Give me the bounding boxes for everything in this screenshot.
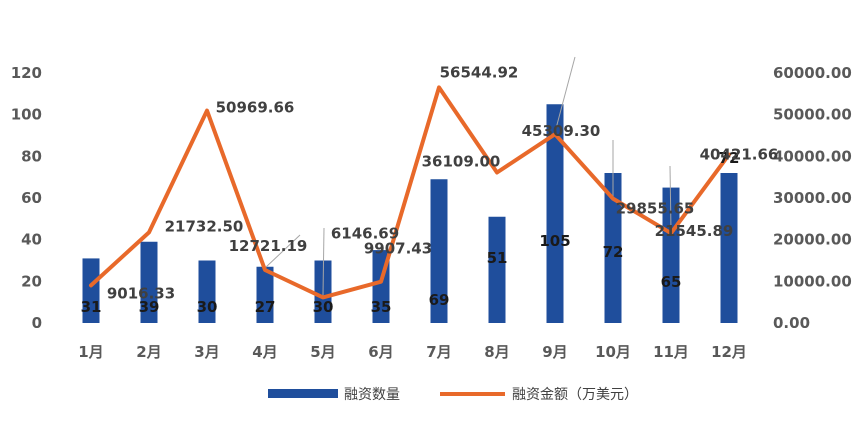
right-tick-label: 40000.00 xyxy=(773,147,852,165)
line-value-label: 6146.69 xyxy=(331,224,399,242)
line-point xyxy=(379,280,383,284)
bar xyxy=(140,241,158,323)
leader-lines xyxy=(264,56,672,296)
left-tick-label: 20 xyxy=(21,272,42,290)
bar-value-label: 72 xyxy=(603,243,624,261)
right-tick-label: 60000.00 xyxy=(773,64,852,82)
bar-series xyxy=(82,104,738,323)
bar-value-label: 69 xyxy=(429,291,450,309)
right-tick-label: 0.00 xyxy=(773,314,810,332)
right-tick-label: 50000.00 xyxy=(773,106,852,124)
line-point xyxy=(727,153,731,157)
line-point xyxy=(437,85,441,89)
category-label: 8月 xyxy=(484,343,509,361)
line-value-label: 12721.19 xyxy=(229,237,308,255)
legend-label-line: 融资金额（万美元） xyxy=(512,387,638,403)
line-value-label: 9907.43 xyxy=(364,240,432,258)
left-tick-label: 40 xyxy=(21,231,42,249)
line-point xyxy=(553,132,557,136)
bar-value-label: 105 xyxy=(539,232,570,250)
left-tick-label: 100 xyxy=(11,106,42,124)
bar-data-labels: 31 39 30 27 30 35 69 51 105 72 65 72 xyxy=(81,149,740,316)
left-tick-label: 60 xyxy=(21,189,42,207)
bar-value-label: 72 xyxy=(719,149,740,167)
bar-value-label: 30 xyxy=(313,298,334,316)
line-series xyxy=(89,85,731,300)
right-tick-label: 20000.00 xyxy=(773,231,852,249)
line-value-label: 40421.66 xyxy=(700,146,779,164)
left-tick-label: 80 xyxy=(21,147,42,165)
bar xyxy=(82,258,100,323)
bar xyxy=(198,260,216,323)
leader-line xyxy=(264,234,301,269)
line-path xyxy=(89,85,731,300)
line-value-label: 36109.00 xyxy=(422,153,501,171)
bar-value-label: 35 xyxy=(371,298,392,316)
category-label: 6月 xyxy=(368,343,393,361)
legend-swatch-bar xyxy=(268,389,338,398)
bar xyxy=(488,216,506,323)
line-value-label: 29855.65 xyxy=(616,200,695,218)
category-label: 11月 xyxy=(653,343,689,361)
line-point xyxy=(495,171,499,175)
line-value-label: 50969.66 xyxy=(216,99,295,117)
bar xyxy=(662,187,680,323)
line-point xyxy=(669,231,673,235)
bar xyxy=(256,266,274,323)
line-value-label: 45309.30 xyxy=(522,122,601,140)
category-label: 2月 xyxy=(136,343,161,361)
line-point xyxy=(611,197,615,201)
bar-value-label: 65 xyxy=(661,273,682,291)
bar xyxy=(720,173,738,323)
legend: 融资数量 融资金额（万美元） xyxy=(268,387,638,403)
bar-value-label: 51 xyxy=(487,249,508,267)
line-value-label: 9016.33 xyxy=(107,284,175,302)
line-value-label: 21732.50 xyxy=(165,217,244,235)
right-axis: 0.00 10000.00 20000.00 30000.00 40000.00 5000… xyxy=(773,64,852,332)
category-label: 1月 xyxy=(78,343,103,361)
line-point xyxy=(89,283,93,287)
category-label: 3月 xyxy=(194,343,219,361)
legend-label-bar: 融资数量 xyxy=(344,387,400,403)
left-tick-label: 120 xyxy=(11,64,42,82)
bar xyxy=(546,104,564,323)
leader-line xyxy=(322,227,325,296)
line-point xyxy=(321,295,325,299)
line-point xyxy=(205,109,209,113)
category-axis: 1月 2月 3月 4月 5月 6月 7月 8月 9月 10月 11月 12月 xyxy=(78,343,747,361)
line-data-labels: 9016.33 21732.50 50969.66 12721.19 6146.6999… xyxy=(107,63,779,302)
category-label: 12月 xyxy=(711,343,747,361)
category-label: 7月 xyxy=(426,343,451,361)
right-tick-label: 10000.00 xyxy=(773,272,852,290)
bar-value-label: 27 xyxy=(255,298,276,316)
line-value-label: 56544.92 xyxy=(440,63,519,81)
left-tick-label: 0 xyxy=(32,314,42,332)
bar xyxy=(604,173,622,323)
line-point xyxy=(147,230,151,234)
bar-value-label: 39 xyxy=(139,298,160,316)
right-tick-label: 30000.00 xyxy=(773,189,852,207)
leader-line xyxy=(669,165,672,232)
category-label: 5月 xyxy=(310,343,335,361)
line-value-label: 21545.89 xyxy=(655,222,734,240)
category-label: 10月 xyxy=(595,343,631,361)
category-label: 4月 xyxy=(252,343,277,361)
leader-line xyxy=(554,56,576,133)
category-label: 9月 xyxy=(542,343,567,361)
line-point xyxy=(263,268,267,272)
bar xyxy=(430,179,448,323)
bar-value-label: 30 xyxy=(197,298,218,316)
left-axis: 0 20 40 60 80 100 120 xyxy=(11,64,42,332)
bar-value-label: 31 xyxy=(81,298,102,316)
